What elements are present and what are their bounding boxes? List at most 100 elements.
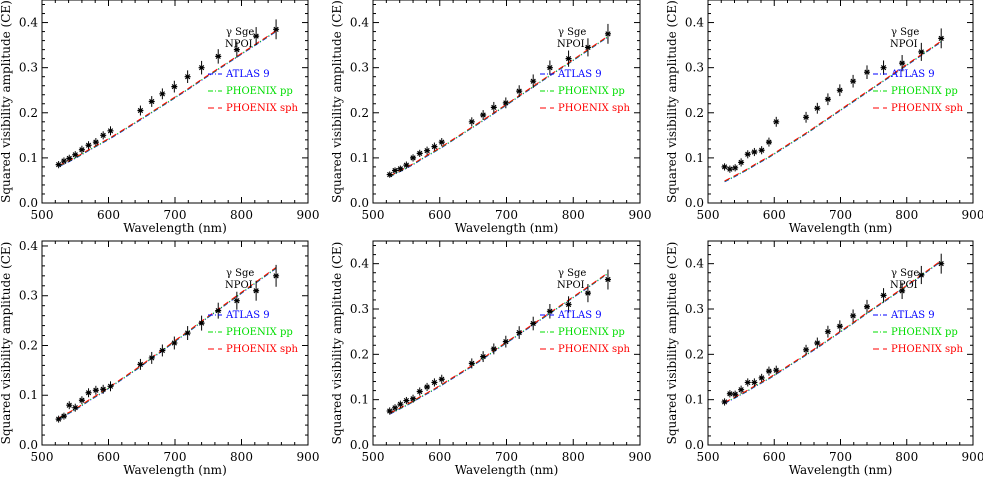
y-tick-label: 0.0 bbox=[19, 196, 38, 210]
data-point bbox=[803, 347, 810, 353]
data-point bbox=[66, 155, 73, 161]
data-point bbox=[410, 155, 417, 161]
legend-label: PHOENIX pp bbox=[891, 327, 958, 338]
data-point bbox=[530, 320, 537, 327]
data-point bbox=[392, 167, 399, 174]
x-tick-label: 500 bbox=[362, 208, 385, 222]
legend-label: PHOENIX sph bbox=[558, 344, 630, 355]
x-tick-label: 600 bbox=[428, 208, 451, 222]
instrument-label: NPOI bbox=[557, 280, 585, 291]
y-tick-label: 0.4 bbox=[350, 257, 369, 271]
model-line-phoenix-sph bbox=[58, 30, 277, 167]
data-point bbox=[253, 33, 260, 39]
data-point bbox=[721, 399, 728, 405]
data-point bbox=[490, 104, 497, 110]
data-point bbox=[814, 340, 821, 346]
legend-entry: ATLAS 9 bbox=[540, 310, 602, 321]
legend-entry: PHOENIX pp bbox=[873, 327, 958, 338]
data-point bbox=[814, 105, 821, 111]
panel-4: 500 600 700 800 900 0.0 0.1 0.2 0.3 0.4 Wavelength… bbox=[0, 239, 319, 477]
data-point bbox=[824, 329, 831, 335]
data-point bbox=[92, 387, 99, 393]
y-tick-label: 0.2 bbox=[685, 347, 704, 361]
data-point bbox=[66, 402, 73, 408]
y-tick-label: 0.2 bbox=[685, 106, 704, 120]
data-point bbox=[78, 147, 85, 153]
legend-entry: PHOENIX sph bbox=[873, 344, 963, 355]
y-tick-label: 0.4 bbox=[685, 16, 704, 30]
y-tick-label: 0.2 bbox=[19, 106, 38, 120]
data-point bbox=[918, 49, 925, 55]
y-tick-label: 0.0 bbox=[350, 438, 369, 452]
data-point bbox=[721, 164, 728, 170]
data-point bbox=[836, 323, 843, 329]
data-point bbox=[198, 320, 205, 326]
legend-entry: PHOENIX sph bbox=[208, 344, 298, 355]
y-axis-label: Squared visibility amplitude (CE) bbox=[330, 0, 344, 203]
data-point bbox=[726, 391, 733, 397]
legend-label: PHOENIX sph bbox=[558, 103, 630, 114]
data-point bbox=[836, 87, 843, 93]
y-tick-label: 0.0 bbox=[685, 196, 704, 210]
data-point bbox=[502, 100, 509, 106]
data-point bbox=[864, 304, 870, 310]
data-point bbox=[584, 44, 591, 50]
y-axis-label: Squared visibility amplitude (CE) bbox=[330, 242, 344, 445]
npoi-data-series bbox=[386, 269, 611, 415]
data-point bbox=[864, 69, 870, 75]
data-point bbox=[55, 416, 62, 422]
data-point bbox=[416, 150, 423, 157]
x-axis-label: Wavelength (nm) bbox=[123, 463, 227, 477]
data-point bbox=[468, 360, 475, 367]
data-point bbox=[773, 367, 780, 373]
data-point bbox=[899, 60, 906, 66]
legend-entry: PHOENIX pp bbox=[873, 86, 958, 97]
legend-label: PHOENIX pp bbox=[226, 327, 293, 338]
star-label: γ Sge bbox=[891, 27, 919, 38]
panel-6: 500 600 700 800 900 0.0 0.1 0.2 0.3 0.4 Wavelength… bbox=[665, 240, 983, 477]
legend-entry: PHOENIX pp bbox=[540, 327, 625, 338]
npoi-data-series bbox=[55, 264, 280, 423]
data-point bbox=[758, 375, 765, 381]
y-tick-label: 0.4 bbox=[19, 239, 38, 253]
legend-label: ATLAS 9 bbox=[890, 69, 935, 80]
y-tick-label: 0.1 bbox=[350, 393, 369, 407]
data-point bbox=[744, 379, 751, 386]
data-point bbox=[880, 65, 887, 71]
y-tick-label: 0.3 bbox=[350, 61, 369, 75]
data-point bbox=[386, 171, 393, 178]
x-tick-label: 700 bbox=[495, 208, 518, 222]
y-tick-label: 0.1 bbox=[19, 388, 38, 402]
data-point bbox=[604, 276, 611, 283]
data-point bbox=[92, 139, 99, 145]
data-point bbox=[171, 340, 178, 346]
data-point bbox=[732, 165, 739, 171]
y-tick-label: 0.1 bbox=[685, 151, 704, 165]
data-point bbox=[100, 386, 107, 392]
y-tick-label: 0.0 bbox=[685, 438, 704, 452]
star-label: γ Sge bbox=[226, 268, 254, 279]
y-tick-label: 0.3 bbox=[685, 61, 704, 75]
data-point bbox=[431, 379, 438, 386]
data-point bbox=[880, 292, 887, 299]
data-point bbox=[184, 330, 191, 336]
model-line-atlas-9 bbox=[58, 31, 277, 167]
y-axis-label: Squared visibility amplitude (CE) bbox=[0, 242, 13, 445]
x-tick-label: 900 bbox=[629, 450, 652, 464]
star-label: γ Sge bbox=[226, 27, 254, 38]
data-point bbox=[732, 391, 739, 397]
data-point bbox=[899, 288, 906, 294]
legend-entry: ATLAS 9 bbox=[208, 69, 270, 80]
data-point bbox=[765, 139, 772, 145]
data-point bbox=[253, 288, 260, 294]
data-point bbox=[803, 114, 810, 120]
data-point bbox=[850, 313, 857, 319]
y-axis-label: Squared visibility amplitude (CE) bbox=[665, 0, 679, 203]
data-point bbox=[480, 112, 487, 118]
legend-label: ATLAS 9 bbox=[890, 310, 935, 321]
x-tick-label: 500 bbox=[697, 208, 720, 222]
y-tick-label: 0.3 bbox=[19, 289, 38, 303]
npoi-data-series bbox=[721, 28, 945, 173]
data-point bbox=[60, 158, 67, 164]
panel-3: 500 600 700 800 900 0.0 0.1 0.2 0.3 0.4 Wavelength… bbox=[665, 0, 983, 235]
